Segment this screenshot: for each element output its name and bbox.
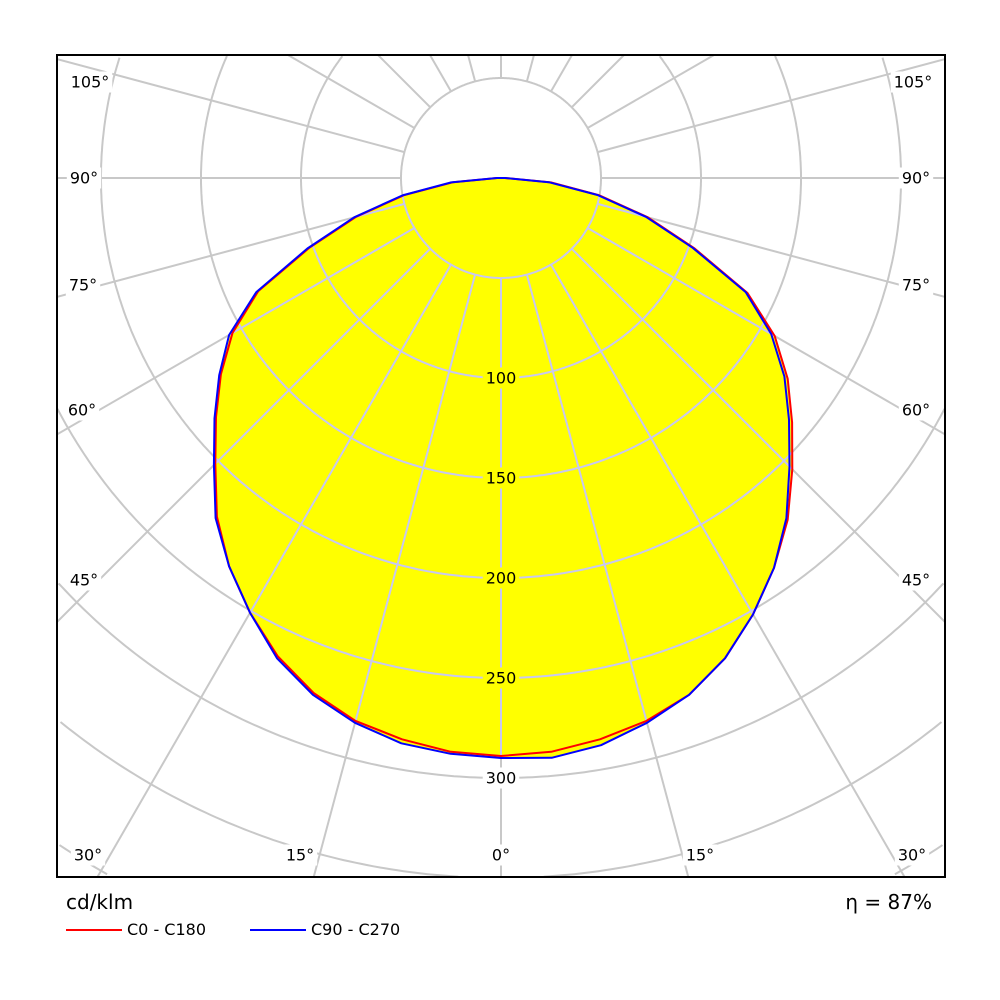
angle-label-bg xyxy=(70,844,106,866)
radial-tick-label: 100 xyxy=(486,369,517,388)
angle-label: 105° xyxy=(894,73,933,92)
grid-spoke xyxy=(597,202,945,298)
angle-label-bg xyxy=(67,71,113,93)
legend-label: C0 - C180 xyxy=(127,920,207,939)
grid-ring xyxy=(300,178,702,379)
legend-label: C90 - C270 xyxy=(311,920,401,939)
radial-tick-label-bg xyxy=(482,667,520,689)
angle-label-bg xyxy=(65,274,101,296)
radial-tick-label: 300 xyxy=(486,769,517,788)
radial-tick-label: 200 xyxy=(486,569,517,588)
grid-spoke xyxy=(571,248,793,623)
radial-tick-labels: 100 150 200 250 300 xyxy=(482,367,520,789)
grid-spoke xyxy=(213,227,415,436)
grid-spoke xyxy=(429,55,452,92)
angle-label: 75° xyxy=(902,276,930,295)
grid-spoke xyxy=(587,55,715,129)
angle-label: 45° xyxy=(902,571,930,590)
grid-spoke xyxy=(213,264,452,758)
radial-tick-label: 250 xyxy=(486,669,517,688)
angle-label-bg xyxy=(898,399,934,421)
grid-spoke xyxy=(287,55,415,129)
angle-label: 45° xyxy=(70,571,98,590)
angle-label: 15° xyxy=(686,846,714,865)
angle-label: 0° xyxy=(492,846,510,865)
grid-spoke xyxy=(597,58,945,154)
radial-tick-label-bg xyxy=(482,767,520,789)
angle-label-bg xyxy=(64,399,100,421)
angle-label: 90° xyxy=(902,169,930,188)
legend-swatch xyxy=(66,928,122,931)
grid-spoke xyxy=(213,248,431,623)
angle-label: 105° xyxy=(71,73,110,92)
angle-label: 15° xyxy=(286,846,314,865)
grid-spoke xyxy=(467,55,477,82)
efficiency-label: η = 87% xyxy=(845,890,932,914)
angle-label: 60° xyxy=(902,401,930,420)
grid-spoke xyxy=(57,58,405,154)
grid-ring xyxy=(213,178,793,479)
legend-item-c90-c270: C90 - C270 xyxy=(250,920,400,939)
angle-label-bg xyxy=(890,71,936,93)
angle-label-bg xyxy=(682,844,718,866)
angle-label-bg xyxy=(66,569,102,591)
angle-label-bg xyxy=(898,569,934,591)
grid-spoke xyxy=(525,274,690,758)
angle-labels: 105° 90° 75° 60° 45° 30° 15° 0° 15° 30° 45° 60° 75° 9… xyxy=(64,71,936,866)
plot-frame xyxy=(56,54,946,878)
angle-label: 90° xyxy=(70,169,98,188)
legend-swatch xyxy=(250,928,306,931)
radial-tick-label-bg xyxy=(482,467,520,489)
grid-spoke xyxy=(571,55,625,108)
angle-label: 30° xyxy=(74,846,102,865)
grid-spoke xyxy=(377,55,431,108)
grid-ring xyxy=(213,178,793,579)
grid-spoke xyxy=(550,264,793,758)
legend-item-c0-c180: C0 - C180 xyxy=(66,920,206,939)
angle-label-bg xyxy=(66,167,102,189)
angle-label-bg xyxy=(282,844,318,866)
radial-tick-label-bg xyxy=(482,567,520,589)
angle-label: 60° xyxy=(68,401,96,420)
series-line-C90-C270 xyxy=(212,177,791,759)
angle-label: 30° xyxy=(898,846,926,865)
grid-ring xyxy=(400,178,602,279)
grid-spoke xyxy=(312,274,477,758)
curves xyxy=(212,177,794,759)
angle-label-bg xyxy=(898,167,934,189)
grid-spoke xyxy=(550,55,573,92)
grid-ring xyxy=(59,721,943,877)
angle-label-bg xyxy=(898,274,934,296)
radial-tick-label-bg xyxy=(482,367,520,389)
angle-label-bg xyxy=(488,844,514,866)
grid-spoke xyxy=(57,202,405,298)
unit-label: cd/klm xyxy=(66,890,134,914)
angle-label: 75° xyxy=(69,276,97,295)
grid-spoke xyxy=(587,227,793,436)
radial-tick-label: 150 xyxy=(486,469,517,488)
angle-label-bg xyxy=(894,844,930,866)
grid-spoke xyxy=(525,55,535,82)
